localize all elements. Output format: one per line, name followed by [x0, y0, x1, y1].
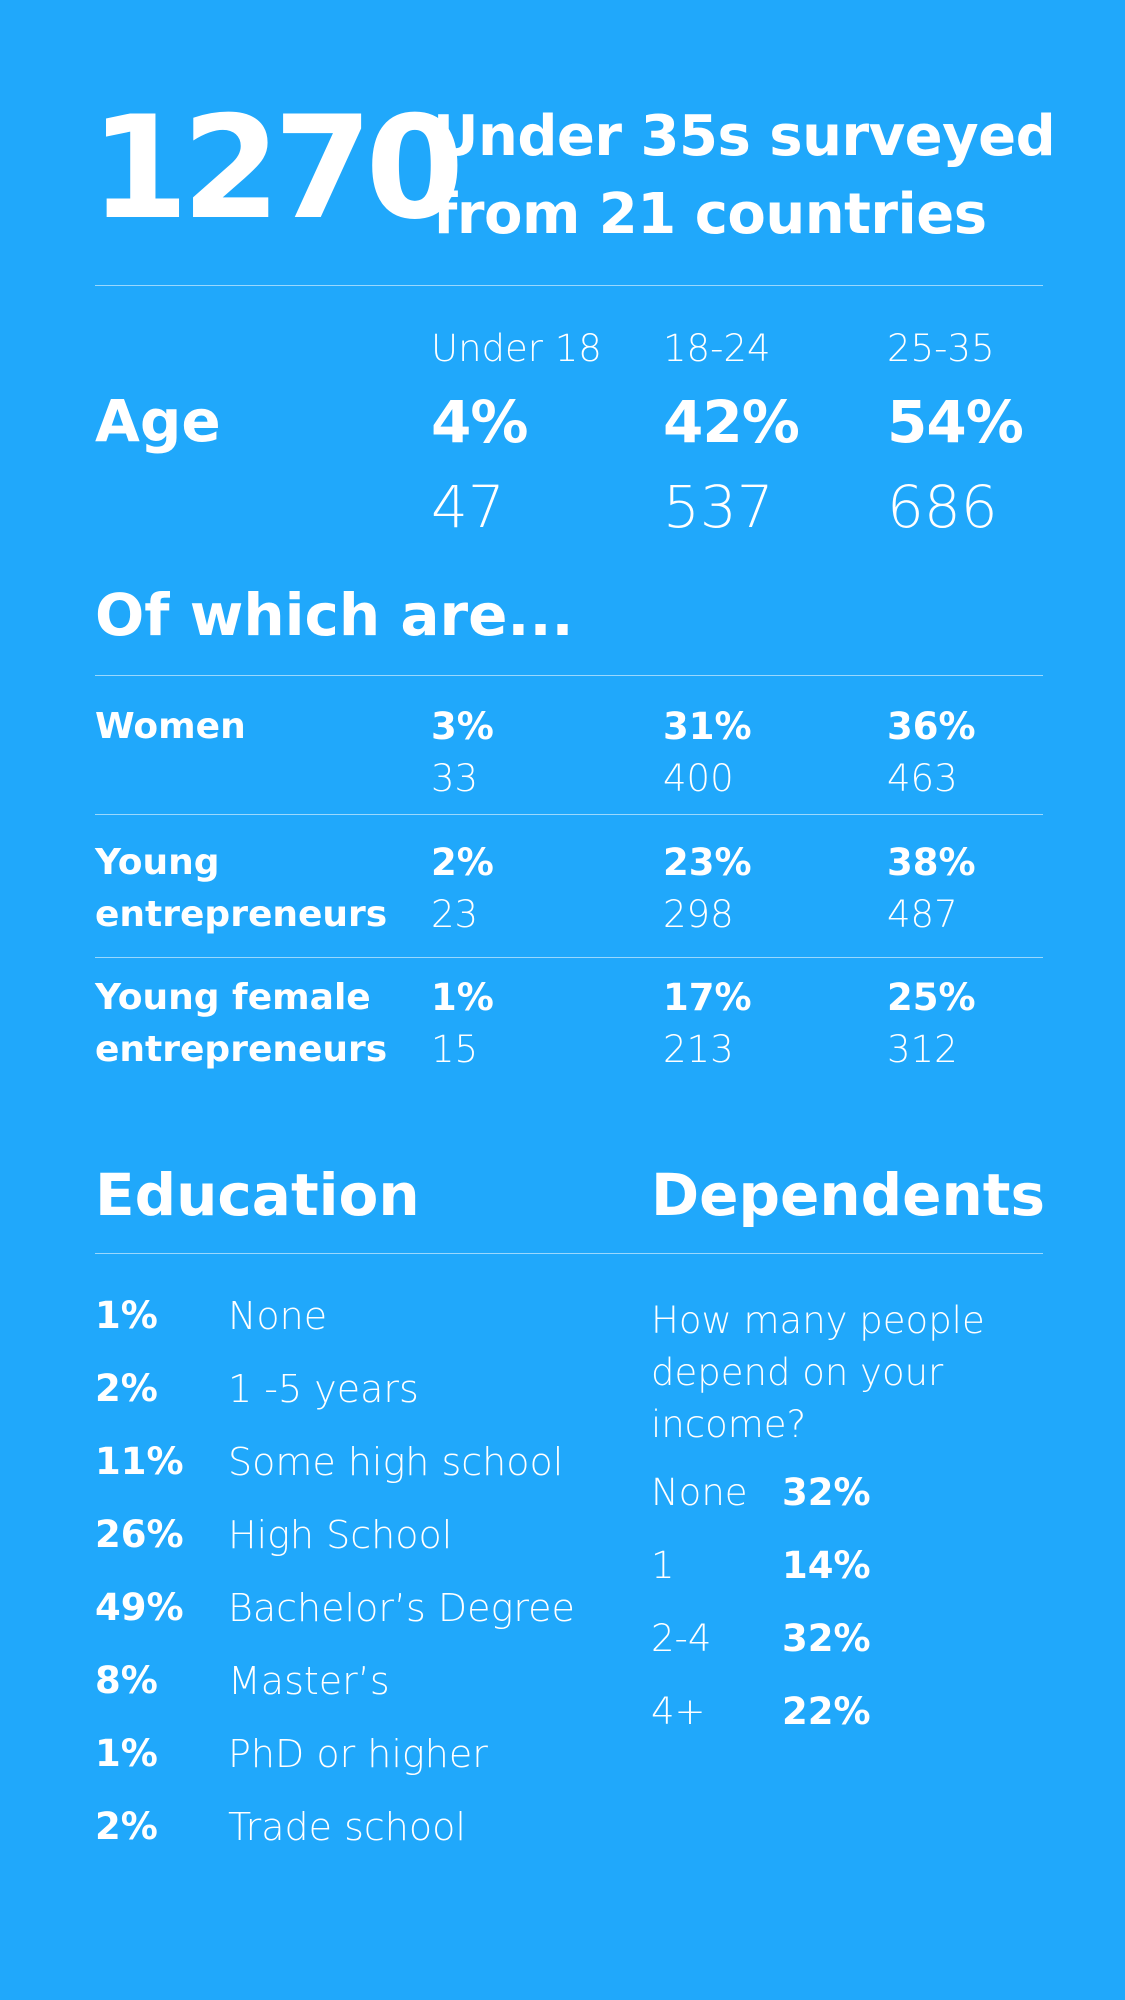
age-percent: 42%: [663, 388, 800, 456]
education-label: PhD or higher: [228, 1732, 488, 1776]
cell-percent: 31%: [663, 705, 752, 748]
dependents-label: 2-4: [651, 1617, 712, 1660]
table-cell: 2% 23: [431, 837, 494, 941]
age-column-header: 18-24: [663, 327, 771, 370]
divider: [95, 814, 1043, 815]
education-percent: 1%: [95, 1294, 158, 1337]
dependents-percent: 22%: [782, 1690, 871, 1733]
divider: [95, 285, 1043, 286]
row-label-young-entrepreneurs: Young entrepreneurs: [95, 837, 387, 941]
of-which-title: Of which are...: [95, 581, 574, 649]
age-count: 686: [887, 473, 998, 541]
education-percent: 26%: [95, 1513, 184, 1556]
table-cell: 17% 213: [663, 972, 752, 1076]
cell-percent: 38%: [887, 841, 976, 884]
table-cell: 23% 298: [663, 837, 752, 941]
age-column-header: Under 18: [431, 327, 602, 370]
divider: [95, 957, 1043, 958]
row-label-line: entrepreneurs: [95, 1029, 388, 1070]
table-cell: 36% 463: [887, 701, 976, 805]
education-percent: 11%: [95, 1440, 184, 1483]
education-label: None: [228, 1294, 328, 1338]
cell-count: 487: [887, 893, 958, 936]
headline: Under 35s surveyed from 21 countries: [433, 98, 1056, 254]
row-label-young-female-entrepreneurs: Young female entrepreneurs: [95, 972, 387, 1076]
age-count: 47: [431, 473, 505, 541]
question-line: depend on your: [651, 1351, 944, 1394]
cell-percent: 23%: [663, 841, 752, 884]
cell-percent: 25%: [887, 976, 976, 1019]
dependents-percent: 32%: [782, 1617, 871, 1660]
cell-percent: 1%: [431, 976, 494, 1019]
education-percent: 49%: [95, 1586, 184, 1629]
table-cell: 38% 487: [887, 837, 976, 941]
table-cell: 31% 400: [663, 701, 752, 805]
age-percent: 54%: [887, 388, 1024, 456]
age-count: 537: [663, 473, 774, 541]
cell-count: 15: [431, 1028, 479, 1071]
cell-percent: 3%: [431, 705, 494, 748]
education-label: Bachelor’s Degree: [228, 1586, 575, 1630]
cell-count: 400: [663, 757, 734, 800]
education-label: Master’s: [228, 1659, 390, 1703]
cell-count: 33: [431, 757, 479, 800]
divider: [95, 1253, 1043, 1254]
headline-line-2: from 21 countries: [433, 182, 987, 247]
education-label: Trade school: [228, 1805, 466, 1849]
cell-count: 463: [887, 757, 958, 800]
question-line: income?: [651, 1403, 807, 1446]
dependents-label: 4+: [651, 1690, 706, 1733]
education-label: High School: [228, 1513, 453, 1557]
dependents-label: 1: [651, 1544, 675, 1587]
question-line: How many people: [651, 1299, 985, 1342]
age-label: Age: [95, 387, 221, 455]
row-label-line: entrepreneurs: [95, 894, 388, 935]
dependents-percent: 14%: [782, 1544, 871, 1587]
cell-percent: 36%: [887, 705, 976, 748]
cell-count: 312: [887, 1028, 958, 1071]
cell-percent: 2%: [431, 841, 494, 884]
education-percent: 8%: [95, 1659, 158, 1702]
dependents-percent: 32%: [782, 1471, 871, 1514]
cell-count: 298: [663, 893, 734, 936]
row-label-line: Young female: [95, 977, 371, 1018]
education-label: 1 -5 years: [228, 1367, 419, 1411]
table-cell: 1% 15: [431, 972, 494, 1076]
row-label-women: Women: [95, 701, 246, 753]
table-cell: 25% 312: [887, 972, 976, 1076]
dependents-question: How many people depend on your income?: [651, 1295, 985, 1451]
education-label: Some high school: [228, 1440, 564, 1484]
cell-count: 23: [431, 893, 479, 936]
education-percent: 1%: [95, 1732, 158, 1775]
education-title: Education: [95, 1161, 420, 1229]
dependents-title: Dependents: [651, 1161, 1046, 1229]
respondent-count: 1270: [90, 86, 464, 251]
table-cell: 3% 33: [431, 701, 494, 805]
education-percent: 2%: [95, 1367, 158, 1410]
education-percent: 2%: [95, 1805, 158, 1848]
cell-percent: 17%: [663, 976, 752, 1019]
divider: [95, 675, 1043, 676]
row-label-line: Women: [95, 706, 246, 747]
age-column-header: 25-35: [887, 327, 995, 370]
headline-line-1: Under 35s surveyed: [433, 104, 1056, 169]
row-label-line: Young: [95, 842, 220, 883]
cell-count: 213: [663, 1028, 734, 1071]
dependents-label: None: [651, 1471, 748, 1514]
age-percent: 4%: [431, 388, 528, 456]
